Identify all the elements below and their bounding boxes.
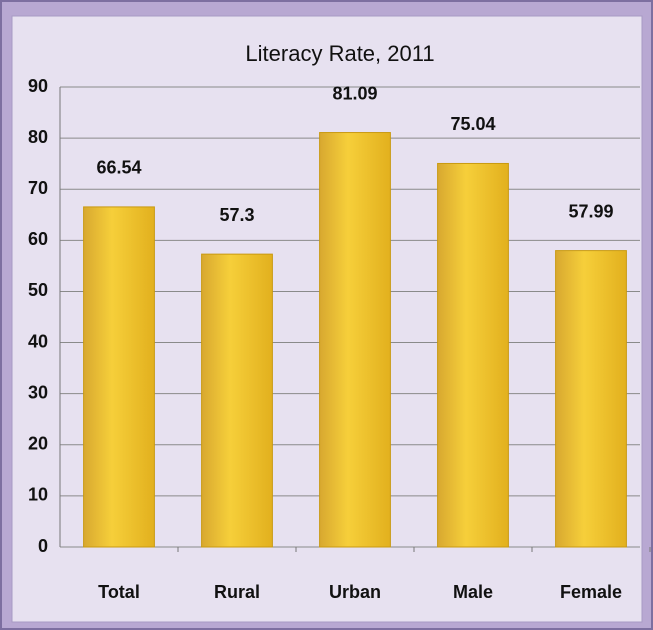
data-label: 81.09 [332, 83, 377, 103]
data-label: 57.99 [568, 201, 613, 221]
bar [201, 253, 273, 548]
x-tick-label: Total [98, 582, 140, 602]
y-tick-label: 30 [28, 382, 48, 402]
y-tick-label: 60 [28, 229, 48, 249]
bar [437, 162, 509, 548]
y-tick-label: 90 [28, 76, 48, 96]
chart-title: Literacy Rate, 2011 [245, 41, 434, 66]
x-tick-label: Urban [329, 582, 381, 602]
x-tick-label: Male [453, 582, 493, 602]
y-tick-label: 80 [28, 127, 48, 147]
bar [83, 206, 155, 548]
x-tick-label: Female [560, 582, 622, 602]
data-label: 75.04 [450, 114, 495, 134]
y-tick-label: 50 [28, 280, 48, 300]
data-label: 57.3 [219, 205, 254, 225]
y-tick-label: 70 [28, 178, 48, 198]
y-tick-label: 0 [38, 536, 48, 556]
y-tick-label: 40 [28, 331, 48, 351]
y-tick-label: 20 [28, 434, 48, 454]
bar [319, 132, 391, 548]
data-label: 66.54 [96, 158, 141, 178]
bar [555, 250, 627, 548]
y-tick-label: 10 [28, 485, 48, 505]
x-tick-label: Rural [214, 582, 260, 602]
